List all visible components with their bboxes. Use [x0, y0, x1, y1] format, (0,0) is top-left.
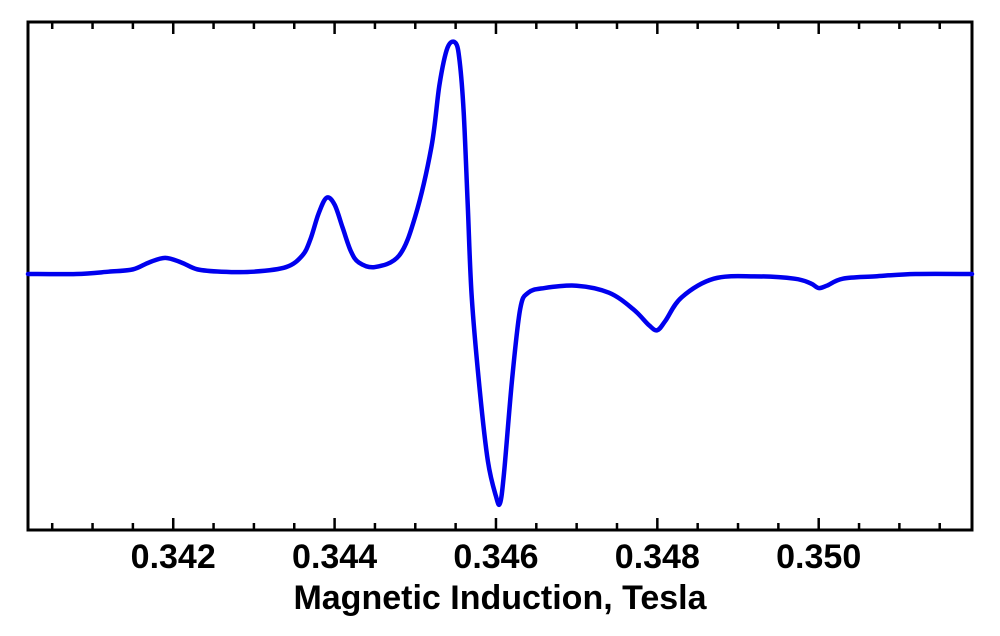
- x-tick-label: 0.350: [776, 538, 861, 576]
- x-axis-title: Magnetic Induction, Tesla: [293, 579, 707, 617]
- plot-frame: [26, 20, 974, 532]
- x-tick-label: 0.344: [292, 538, 377, 576]
- x-tick-labels: 0.342 0.344 0.346 0.348 0.350: [131, 538, 862, 576]
- series-line: [25, 39, 975, 508]
- x-tick-label: 0.348: [615, 538, 700, 576]
- x-tick-label: 0.346: [453, 538, 538, 576]
- axis-ticks: [50, 22, 941, 530]
- x-tick-label: 0.342: [131, 538, 216, 576]
